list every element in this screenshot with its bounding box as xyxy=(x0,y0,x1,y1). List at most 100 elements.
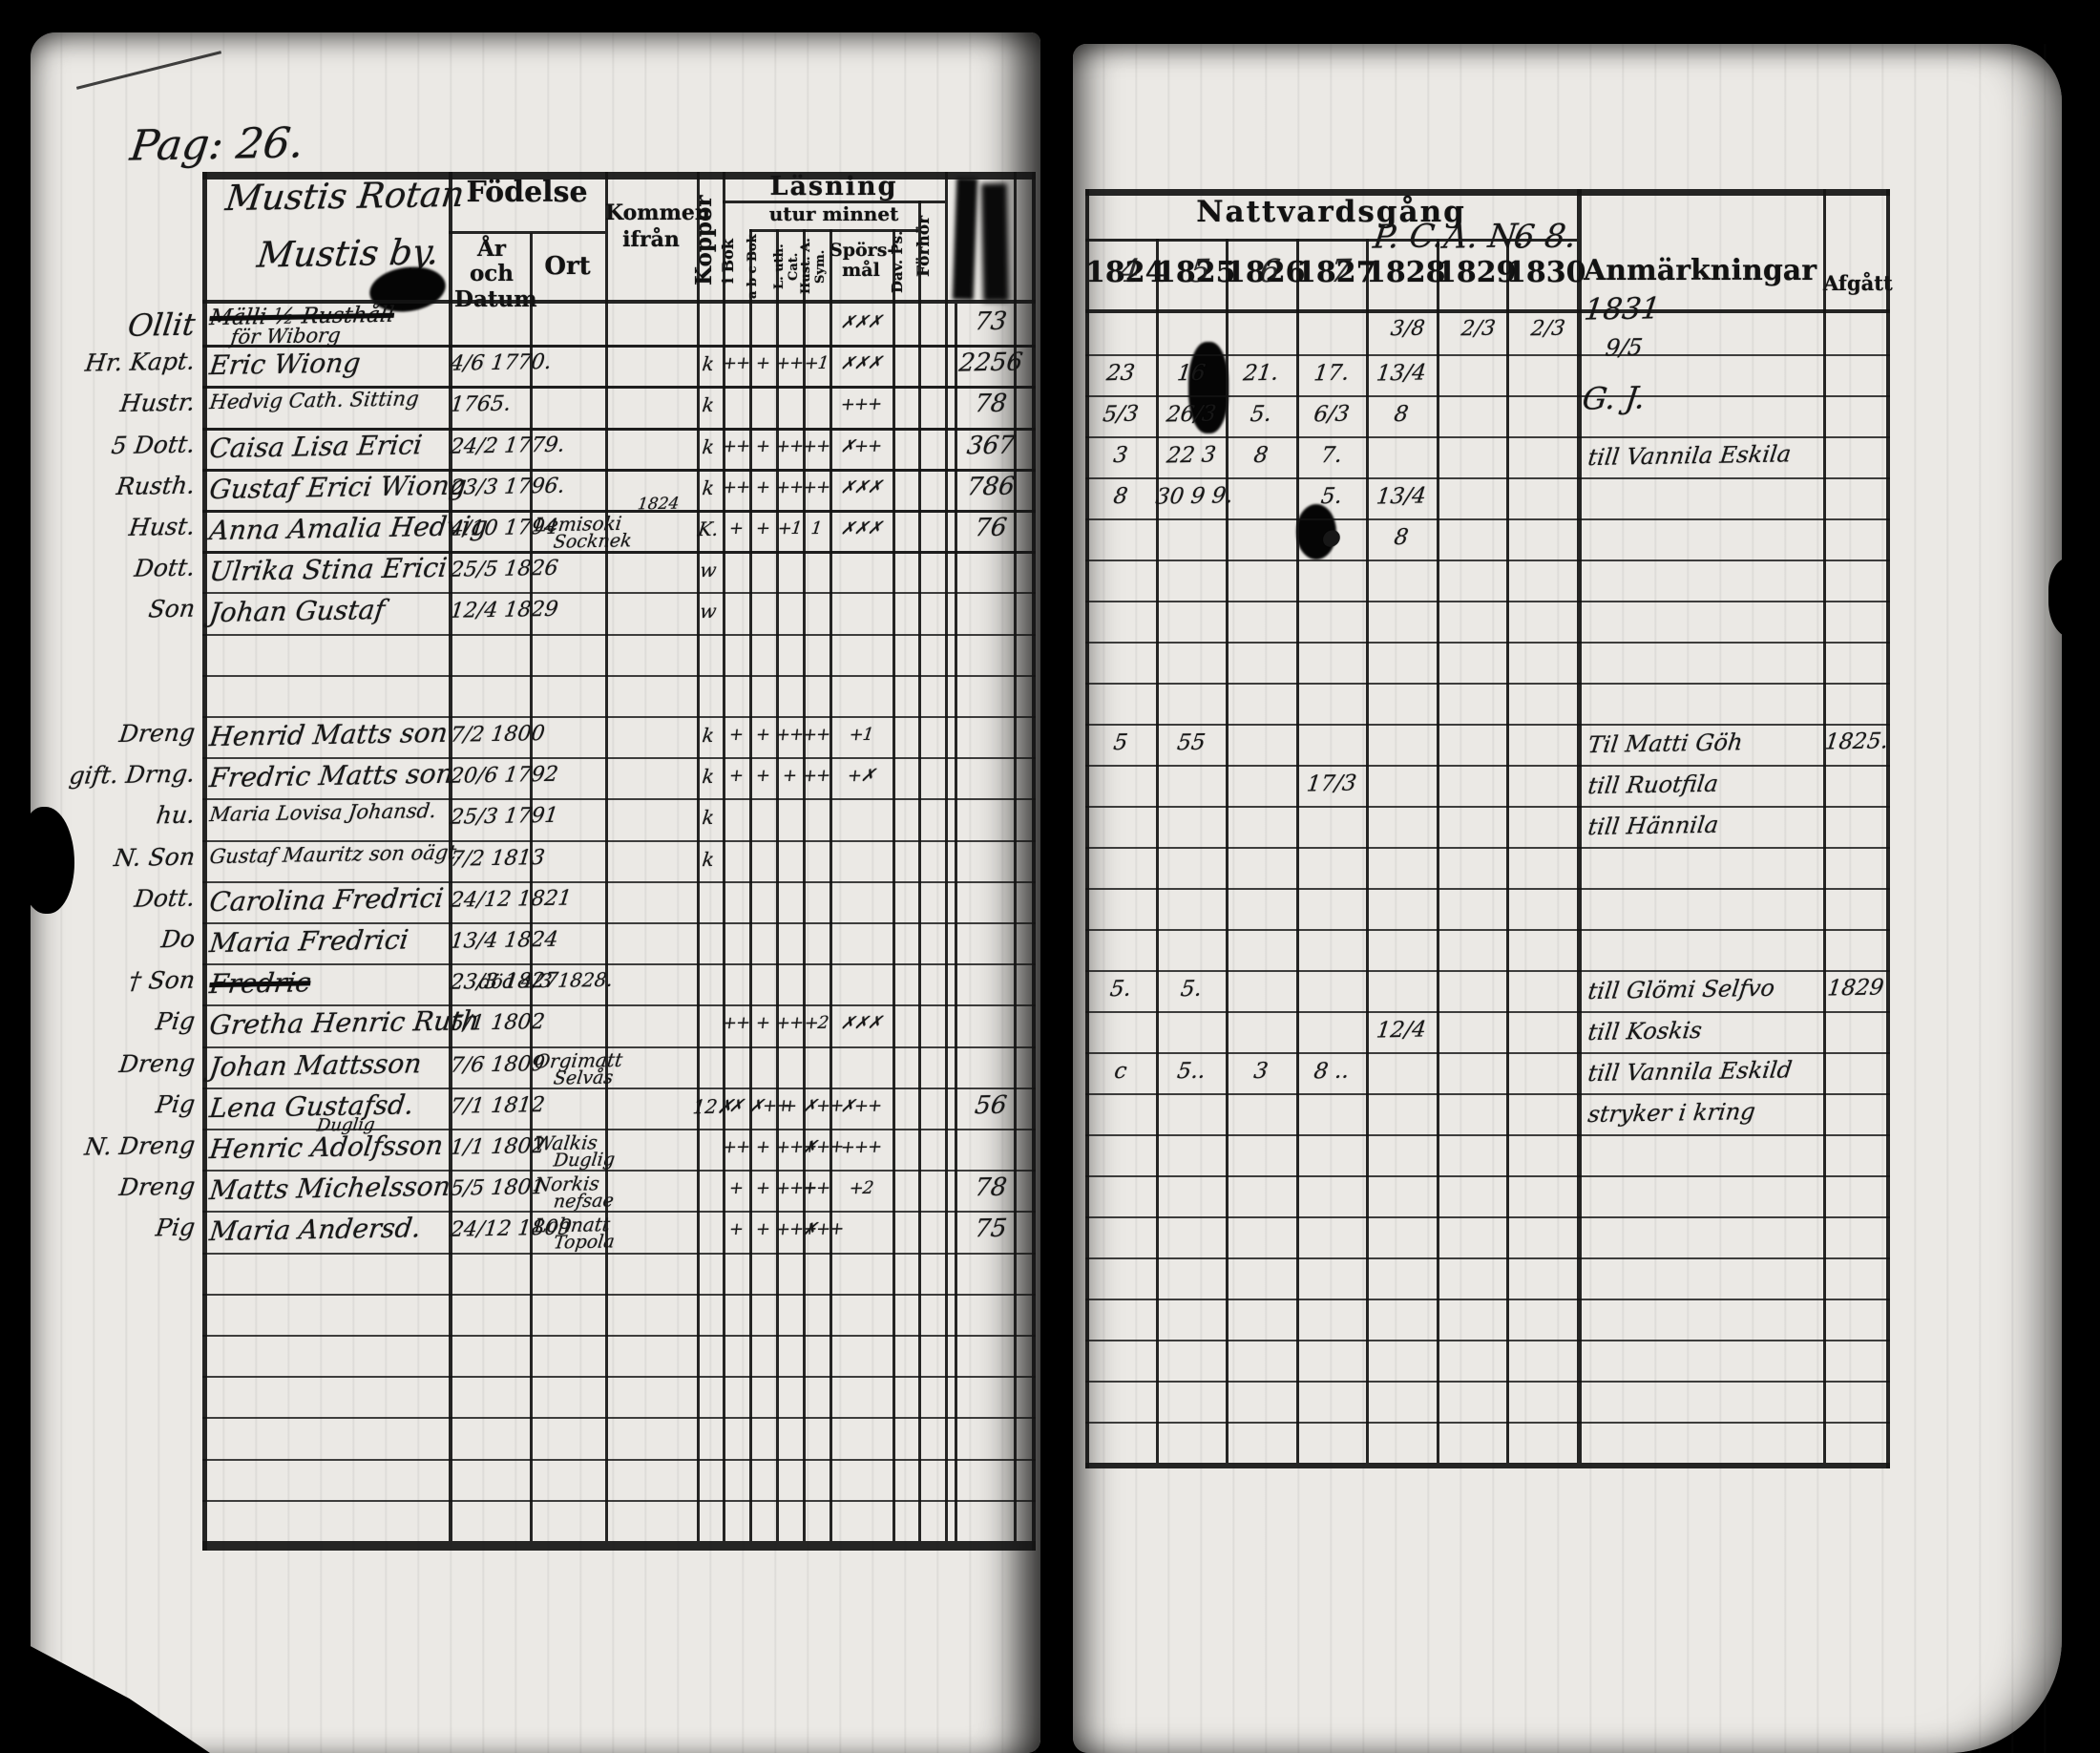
grid-line xyxy=(1085,970,1890,972)
row-reading-mark: ++ xyxy=(801,1177,831,1199)
grid-line xyxy=(1156,239,1159,1463)
grid-line xyxy=(202,510,1036,513)
communion-entry: 3 xyxy=(1112,442,1129,469)
communion-entry: 8 .. xyxy=(1312,1058,1351,1085)
row-name: Johan Mattsson xyxy=(207,1046,424,1083)
grid-line xyxy=(202,1211,1036,1214)
grid-line xyxy=(1085,724,1890,726)
row-birth-date: 7/2 1813 xyxy=(449,845,547,872)
row-reading-mark: ++ xyxy=(801,724,831,746)
row-margin-label: Dreng xyxy=(117,718,197,748)
row-reading-mark: ++ xyxy=(801,476,831,498)
grid-line xyxy=(202,633,1036,636)
year-header-label: 1824 xyxy=(1085,256,1166,289)
grid-line xyxy=(1085,239,1577,242)
row-birth-date: 7/6 1809 xyxy=(449,1051,547,1078)
communion-entry: c xyxy=(1112,1058,1129,1085)
row-margin-label: Pig xyxy=(154,1214,197,1242)
grid-line xyxy=(1085,1052,1890,1054)
grid-line xyxy=(202,1499,1036,1502)
grid-line xyxy=(202,551,1036,555)
communion-entry: ● xyxy=(1320,524,1343,551)
row-name: Gustaf Erici Wiong xyxy=(207,469,469,505)
row-reading-mark: +1 xyxy=(803,352,830,374)
row-score: 78 xyxy=(973,1172,1009,1203)
row-birth-date: 5/5 1801 xyxy=(449,1175,547,1201)
row-margin-label: Son xyxy=(147,595,197,623)
row-reading-mark: ✗✗✗ xyxy=(839,311,883,333)
row-death-note: död 4/3 1828. xyxy=(477,967,615,994)
grid-line xyxy=(749,229,918,232)
row-koppor-mark: w xyxy=(698,559,719,582)
grid-line xyxy=(1823,189,1826,1463)
year-header-note: 2/3 xyxy=(1460,316,1497,342)
communion-entry: 13/4 xyxy=(1375,483,1428,510)
row-name: Henrid Matts son xyxy=(207,716,450,753)
remark-entry: till Vannila Eskild xyxy=(1586,1056,1794,1088)
row-koppor-mark: K. xyxy=(696,517,721,541)
communion-entry: 5. xyxy=(1179,976,1204,1003)
row-name: Matts Michelsson xyxy=(207,1170,452,1207)
row-birth-date: 13/4 1824 xyxy=(449,927,560,954)
year-header-label: 1826 xyxy=(1226,256,1306,289)
column-header-anmarkningar: Anmärkningar xyxy=(1583,254,1817,287)
row-birth-date: 4/10 1794 xyxy=(449,515,560,541)
grid-line xyxy=(892,229,895,1541)
grid-line xyxy=(749,229,752,1541)
row-score: 56 xyxy=(973,1090,1009,1121)
communion-entry: 5 xyxy=(1112,729,1129,756)
communion-entry: 5. xyxy=(1108,976,1133,1003)
row-birth-date: 5/1 1802 xyxy=(449,1010,547,1037)
row-reading-mark: + xyxy=(754,724,771,746)
row-name: Maria Fredrici xyxy=(207,923,410,960)
row-margin-label: Pig xyxy=(154,1007,197,1036)
row-reading-mark: +1 xyxy=(848,724,874,746)
row-birth-date: 25/3 1791 xyxy=(449,804,560,831)
grid-line xyxy=(1085,1175,1890,1177)
year-header-scribble: P. C. xyxy=(1371,217,1446,257)
row-reading-mark: ✗✗✗ xyxy=(839,476,883,498)
communion-entry: 16 xyxy=(1175,360,1208,387)
row-reading-mark: + xyxy=(754,1219,771,1240)
row-name: Caisa Lisa Erici xyxy=(207,428,425,464)
ink-blot xyxy=(1188,342,1228,433)
row-reading-mark: ✗++ xyxy=(839,1095,883,1117)
row-margin-label: Rusth. xyxy=(115,471,197,500)
left-page-scan: Pag: 26. Mustis Rotan Mustis by. Födelse… xyxy=(31,32,1040,1753)
row-birth-date: 25/5 1826 xyxy=(449,556,560,582)
communion-entry: 7. xyxy=(1319,442,1344,469)
row-margin-label: Do xyxy=(159,924,197,954)
row-reading-mark: + xyxy=(727,724,745,746)
communion-entry: 5. xyxy=(1319,483,1344,510)
grid-line xyxy=(1085,189,1089,1468)
row-kommen-ifran-line2: nefsae xyxy=(552,1190,616,1213)
grid-line xyxy=(776,229,779,1541)
grid-line xyxy=(1085,189,1890,196)
grid-line xyxy=(1085,560,1890,561)
column-header-kommen-ifran: Kommen ifrån xyxy=(605,201,710,252)
row-margin-label: Hr. Kapt. xyxy=(83,347,197,377)
grid-line xyxy=(1085,1216,1890,1218)
column-header-utur-minnet: utur minnet xyxy=(768,202,899,225)
year-header-note: 2/3 xyxy=(1529,316,1566,342)
grid-line xyxy=(202,427,1036,431)
row-reading-mark: + xyxy=(754,476,771,497)
communion-entry: 5.. xyxy=(1175,1058,1208,1085)
grid-line xyxy=(449,231,605,234)
grid-line xyxy=(1366,239,1369,1463)
row-kommen-ifran-line2: Selvås xyxy=(552,1067,615,1089)
row-reading-mark: ++ xyxy=(721,352,751,374)
row-reading-mark: ✗✗✗ xyxy=(839,352,883,374)
grid-line xyxy=(449,172,452,1541)
grid-line xyxy=(1085,642,1890,644)
grid-line xyxy=(1032,172,1036,1551)
row-name: Hedvig Cath. Sitting xyxy=(208,387,421,414)
row-margin-label: Dott. xyxy=(133,553,197,582)
row-birth-date: 12/4 1829 xyxy=(449,598,560,624)
grid-line xyxy=(1085,1257,1890,1259)
grid-line xyxy=(1085,888,1890,890)
row-reading-mark: ++ xyxy=(721,476,751,498)
row-margin-label: Ollit xyxy=(125,306,198,344)
right-table-grid xyxy=(1073,44,2062,1753)
row-name: Johan Gustaf xyxy=(207,594,387,629)
